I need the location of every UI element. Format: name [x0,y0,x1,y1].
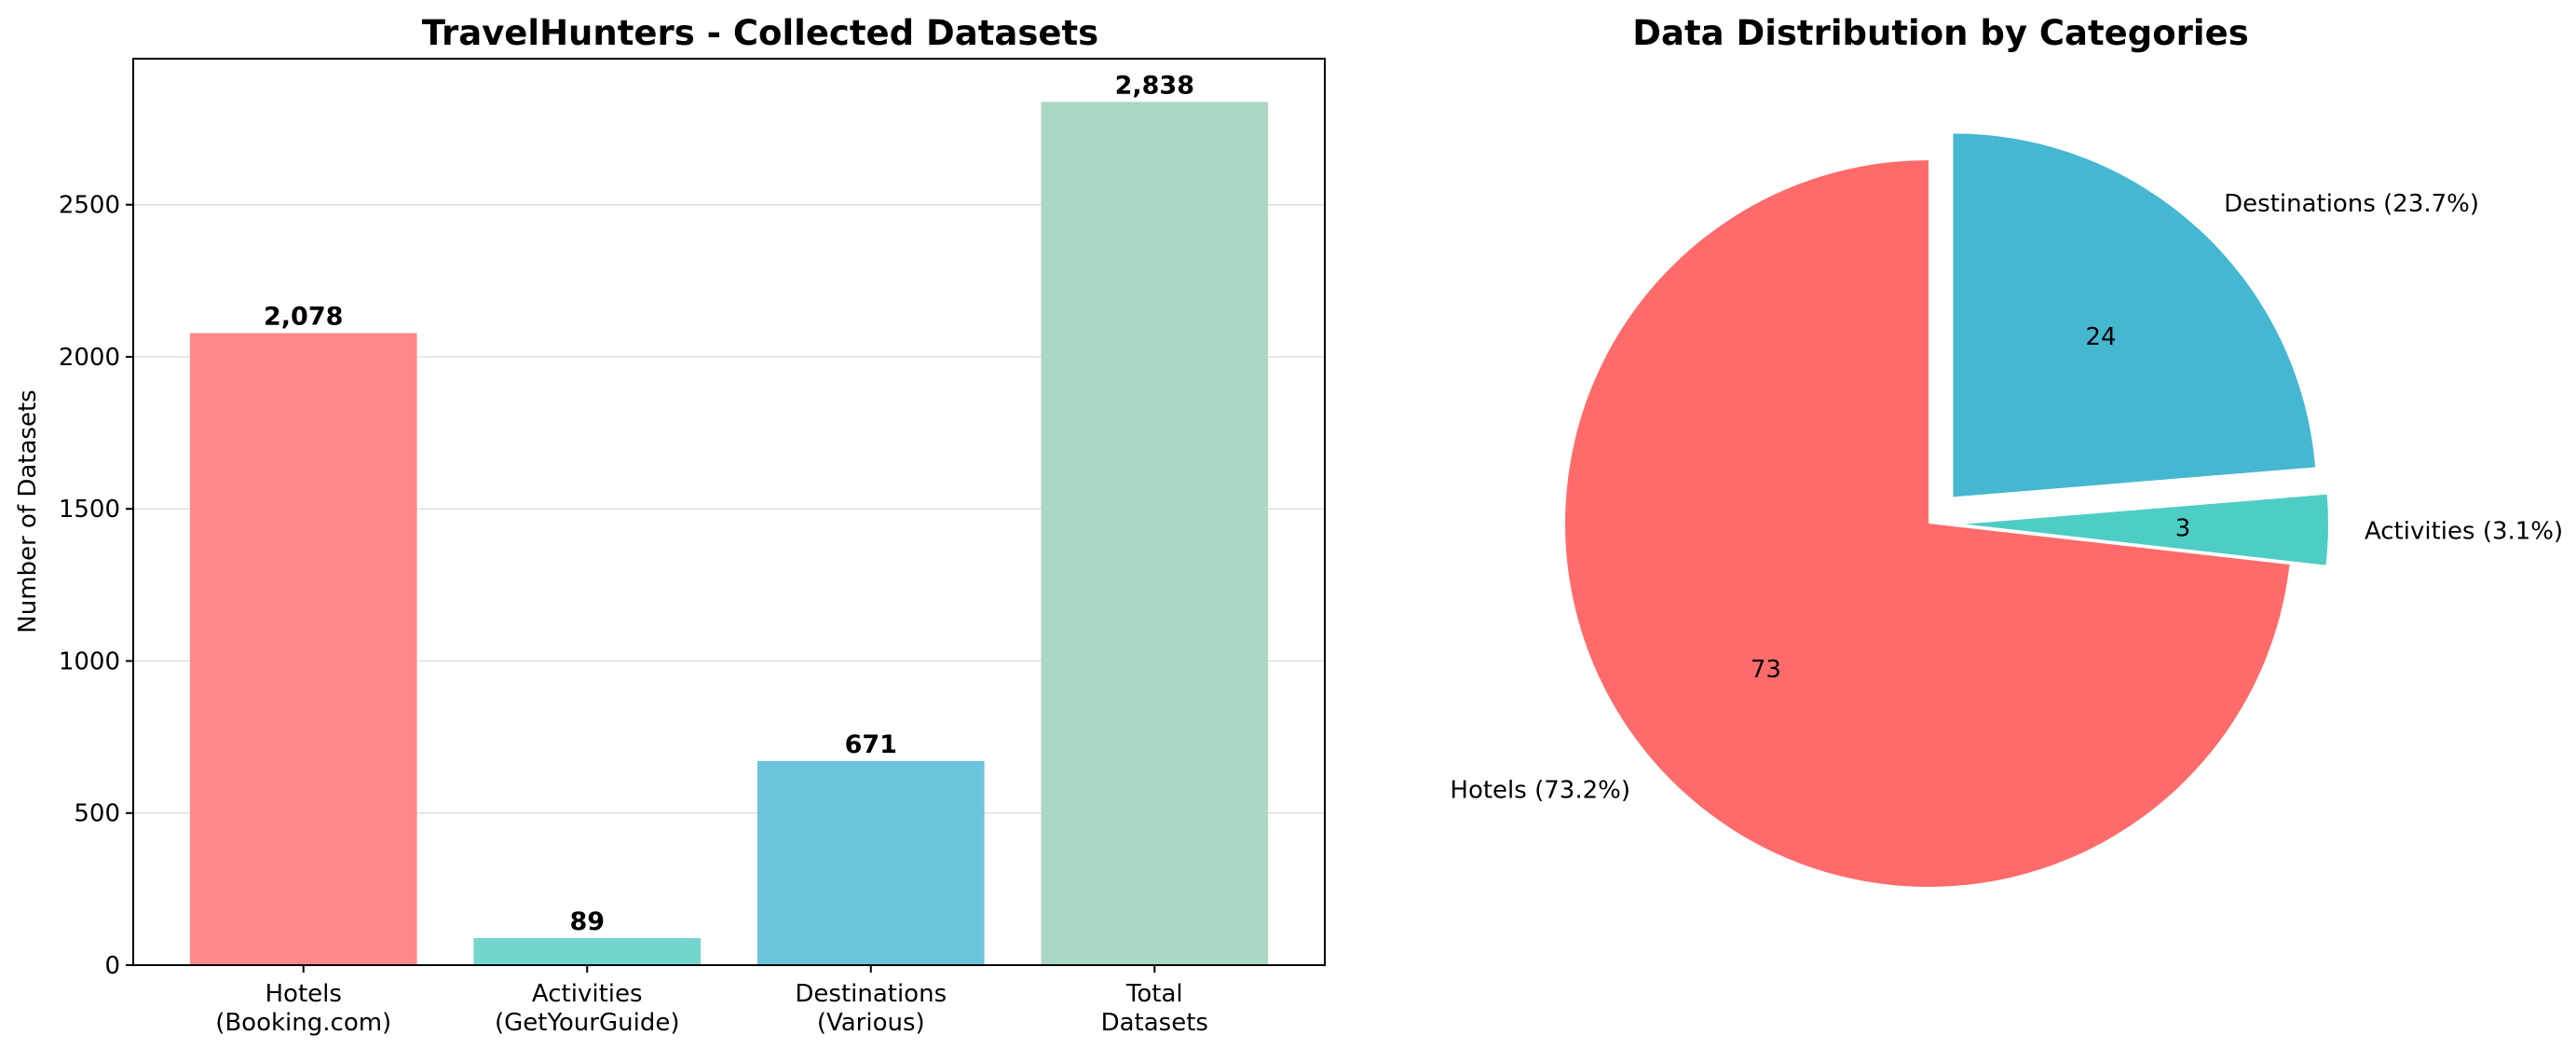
bar-y-tick-label: 1000 [59,647,120,675]
pie-slice [1953,133,2316,497]
pie-slices [1564,133,2328,887]
bar-y-axis-ticks: 0 500 1000 1500 2000 2500 [59,192,133,980]
bar [473,937,702,965]
bar-y-tick-label: 500 [74,800,120,828]
pie-slice-percent: 24 [2085,323,2116,351]
bar-y-tick-label: 0 [104,952,120,980]
bar-x-tick-label: Hotels (Booking.com) [215,980,391,1037]
bar [1041,102,1269,965]
bar-y-tick-label: 1500 [59,496,120,524]
bar-data-label: 89 [569,907,605,936]
bar-x-axis-ticks: Hotels (Booking.com) Activities (GetYourGui… [215,965,1208,1037]
pie-chart-title: Data Distribution by Categories [1632,13,2248,53]
pie-slice-label: Destinations (23.7%) [2224,190,2479,218]
bar-series [189,102,1269,965]
bar-plot-frame [132,58,1326,966]
bar-y-tick-label: 2000 [59,344,120,372]
bar-data-labels: 2,078 89 671 2,838 [264,71,1194,936]
bar-x-tick-label: Total Datasets [1101,980,1208,1037]
bar-y-axis-label: Number of Datasets [14,389,42,633]
bar-chart: TravelHunters - Collected Datasets 2,078… [14,13,1326,1037]
pie-labels: 73 Hotels (73.2%) 3 Activities (3.1%) 24 Dest… [1450,190,2563,805]
pie-slice-percent: 3 [2175,514,2191,542]
pie-chart: Data Distribution by Categories 73 Hotels… [1450,13,2563,887]
pie-slice-label: Hotels (73.2%) [1450,777,1630,805]
bar-x-tick-label: Destinations (Various) [795,980,947,1037]
pie-slice [1564,160,2290,887]
pie-slice-percent: 73 [1751,656,1781,684]
pie-slice-label: Activities (3.1%) [2365,517,2563,545]
bar-data-label: 671 [845,730,897,759]
bar-y-tick-label: 2500 [59,192,120,220]
bar-data-label: 2,838 [1115,71,1194,100]
bar-data-label: 2,078 [264,303,343,332]
bar [189,333,417,965]
bar [756,760,985,965]
bar-x-tick-label: Activities (GetYourGuide) [495,980,679,1037]
pie-slice [1964,494,2328,565]
bar-chart-title: TravelHunters - Collected Datasets [422,13,1098,53]
